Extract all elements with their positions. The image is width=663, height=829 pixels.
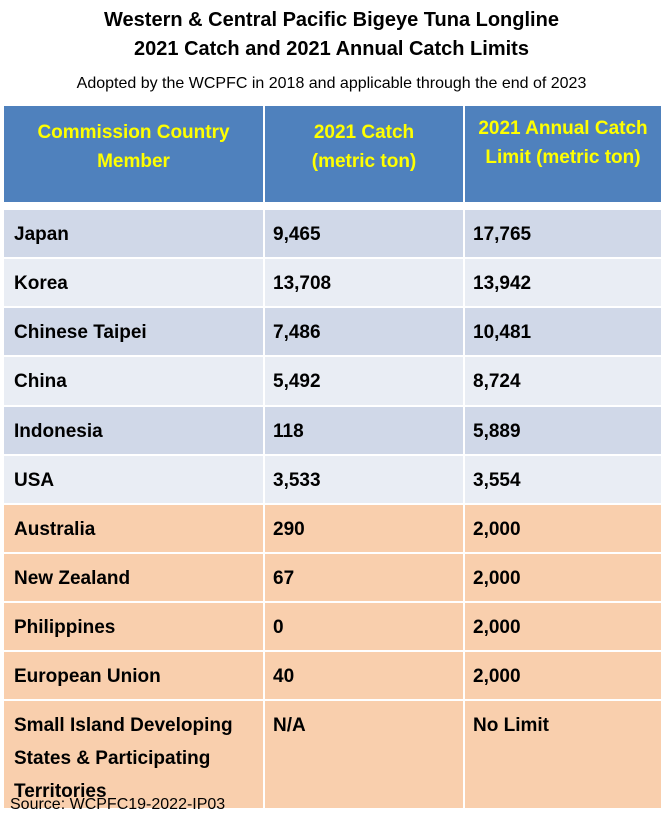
limit-cell: 2,000: [463, 601, 663, 652]
country-cell-line: Territories: [14, 781, 107, 802]
column-header-country-line-1: Commission Country: [37, 122, 230, 143]
cell-text: 67: [273, 568, 295, 589]
table-header-row: Commission Country Member 2021 Catch (me…: [2, 104, 663, 204]
cell-text: Chinese Taipei: [14, 322, 147, 343]
cell-text: 17,765: [473, 224, 532, 245]
limit-cell: No Limit: [463, 699, 663, 810]
cell-text: European Union: [14, 666, 161, 687]
cell-text: China: [14, 371, 67, 392]
country-cell: Indonesia: [2, 405, 265, 456]
cell-text: 0: [273, 617, 284, 638]
cell-text: 8,724: [473, 371, 521, 392]
catch-cell: N/A: [263, 699, 465, 810]
column-header-catch-line-2: (metric ton): [311, 151, 417, 172]
country-cell: Korea: [2, 257, 265, 308]
cell-text: 13,942: [473, 273, 532, 294]
limit-cell: 2,000: [463, 650, 663, 701]
table-row: Korea 13,708 13,942: [2, 257, 663, 308]
catch-cell: 13,708: [263, 257, 465, 308]
cell-text: 2,000: [473, 568, 521, 589]
cell-text: 5,492: [273, 371, 321, 392]
table-row: Small Island Developing States & Particip…: [2, 699, 663, 810]
catch-cell: 7,486: [263, 306, 465, 357]
catch-cell: 3,533: [263, 454, 465, 505]
country-cell: Philippines: [2, 601, 265, 652]
table-row: Indonesia 118 5,889: [2, 405, 663, 456]
cell-text: Japan: [14, 224, 69, 245]
cell-text: Philippines: [14, 617, 116, 638]
country-cell-line: Small Island Developing: [14, 715, 233, 736]
limit-cell: 8,724: [463, 355, 663, 407]
cell-text: Indonesia: [14, 421, 103, 442]
cell-text: Australia: [14, 519, 96, 540]
catch-cell: 40: [263, 650, 465, 701]
cell-text: 3,533: [273, 470, 321, 491]
column-header-country-line-2: Member: [97, 151, 170, 172]
catch-table: Commission Country Member 2021 Catch (me…: [2, 104, 663, 810]
cell-text: Korea: [14, 273, 68, 294]
country-cell: Japan: [2, 208, 265, 259]
cell-text: 2,000: [473, 617, 521, 638]
cell-text: New Zealand: [14, 568, 131, 589]
table-row: Japan 9,465 17,765: [2, 208, 663, 259]
table-row: Philippines 0 2,000: [2, 601, 663, 652]
table-row: European Union 40 2,000: [2, 650, 663, 701]
cell-text: 118: [273, 421, 304, 442]
country-cell: European Union: [2, 650, 265, 701]
country-cell: China: [2, 355, 265, 407]
column-header-limit-line-1: 2021 Annual Catch: [478, 118, 648, 139]
column-header-catch-line-1: 2021 Catch: [313, 122, 415, 143]
catch-cell: 5,492: [263, 355, 465, 407]
cell-text: 10,481: [473, 322, 532, 343]
table-row: Australia 290 2,000: [2, 503, 663, 554]
limit-cell: 5,889: [463, 405, 663, 456]
country-cell: Chinese Taipei: [2, 306, 265, 357]
table-row: Chinese Taipei 7,486 10,481: [2, 306, 663, 357]
chart-title-line-2: 2021 Catch and 2021 Annual Catch Limits: [134, 38, 529, 60]
catch-cell: 0: [263, 601, 465, 652]
chart-subtitle: Adopted by the WCPFC in 2018 and applica…: [76, 75, 587, 92]
limit-cell: 2,000: [463, 552, 663, 603]
catch-cell: 290: [263, 503, 465, 554]
cell-text: 2,000: [473, 666, 521, 687]
country-cell: USA: [2, 454, 265, 505]
table-body: Japan 9,465 17,765 Korea 13,708 13,942 Chinese…: [2, 208, 663, 810]
cell-text: 3,554: [473, 470, 521, 491]
column-header-country: Commission Country Member: [2, 104, 265, 204]
cell-text: 2,000: [473, 519, 521, 540]
header-spacer-cell: [3, 203, 662, 209]
cell-text: 13,708: [273, 273, 332, 294]
table-row: USA 3,533 3,554: [2, 454, 663, 505]
country-cell: Small Island Developing States & Particip…: [2, 699, 265, 810]
limit-cell: 17,765: [463, 208, 663, 259]
limit-cell: 10,481: [463, 306, 663, 357]
catch-cell: 118: [263, 405, 465, 456]
limit-cell: 3,554: [463, 454, 663, 505]
catch-cell: 67: [263, 552, 465, 603]
cell-text: 9,465: [273, 224, 321, 245]
column-header-catch: 2021 Catch (metric ton): [263, 104, 465, 204]
cell-text: USA: [14, 470, 55, 491]
cell-text: No Limit: [473, 715, 549, 736]
column-header-limit-line-2: Limit (metric ton): [485, 147, 641, 168]
cell-text: N/A: [273, 715, 306, 736]
limit-cell: 13,942: [463, 257, 663, 308]
source-note: Source: WCPFC19-2022-IP03: [10, 796, 226, 813]
column-header-limit: 2021 Annual Catch Limit (metric ton): [463, 104, 663, 204]
country-cell-line: States & Participating: [14, 748, 211, 769]
chart-title-line-1: Western & Central Pacific Bigeye Tuna Lo…: [104, 9, 559, 31]
cell-text: 5,889: [473, 421, 521, 442]
cell-text: 290: [273, 519, 305, 540]
table-row: New Zealand 67 2,000: [2, 552, 663, 603]
header-spacer: [3, 203, 662, 209]
table-row: China 5,492 8,724: [2, 355, 663, 407]
cell-text: 40: [273, 666, 295, 687]
catch-cell: 9,465: [263, 208, 465, 259]
country-cell: Australia: [2, 503, 265, 554]
country-cell: New Zealand: [2, 552, 265, 603]
limit-cell: 2,000: [463, 503, 663, 554]
cell-text: 7,486: [273, 322, 321, 343]
